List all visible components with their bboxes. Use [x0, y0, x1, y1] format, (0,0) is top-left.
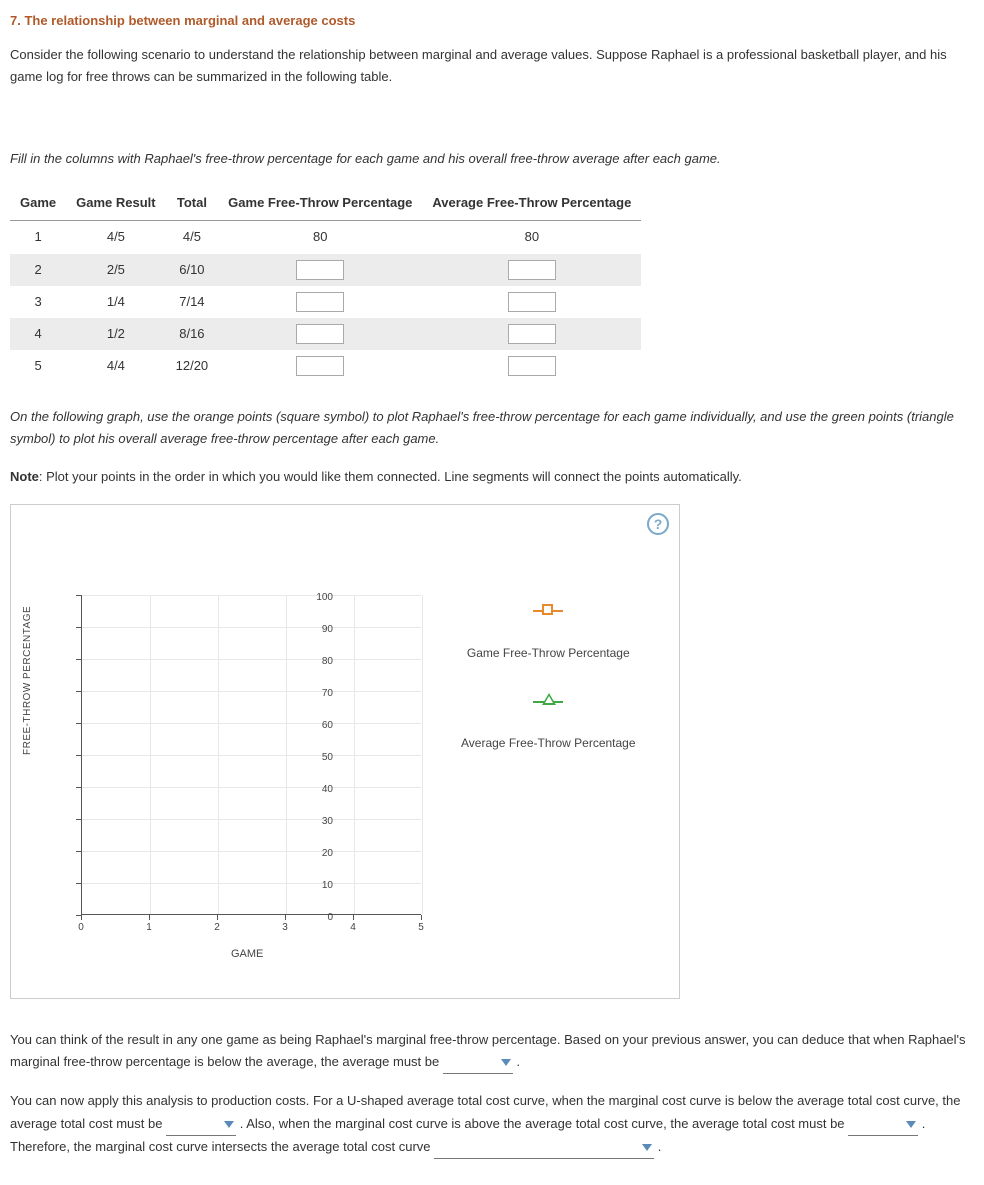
- table-cell: 1/4: [66, 286, 165, 318]
- x-axis-label: GAME: [231, 945, 263, 964]
- question-para-1: You can think of the result in any one g…: [10, 1029, 974, 1074]
- table-instruction: Fill in the columns with Raphael's free-…: [10, 148, 974, 170]
- table-cell: 4/5: [166, 221, 219, 254]
- y-tick-label: 40: [305, 781, 333, 798]
- graph-note: Note: Plot your points in the order in w…: [10, 466, 974, 488]
- chevron-down-icon: [906, 1121, 916, 1128]
- table-cell: [218, 350, 422, 382]
- table-cell: 80: [422, 221, 641, 254]
- table-cell: 4/5: [66, 221, 165, 254]
- table-cell: [422, 350, 641, 382]
- plot-area[interactable]: [81, 595, 421, 915]
- table-cell: [422, 254, 641, 286]
- chevron-down-icon: [642, 1144, 652, 1151]
- y-tick-label: 20: [305, 845, 333, 862]
- y-tick-label: 0: [305, 909, 333, 926]
- square-marker-icon: [533, 610, 563, 612]
- table-cell: [218, 318, 422, 350]
- legend-label: Game Free-Throw Percentage: [461, 643, 636, 663]
- y-axis-label: FREE-THROW PERCENTAGE: [19, 606, 36, 755]
- table-cell: 5: [10, 350, 66, 382]
- table-cell: 3: [10, 286, 66, 318]
- dropdown-intersect[interactable]: [434, 1136, 654, 1159]
- table-cell: [422, 318, 641, 350]
- x-tick-label: 5: [411, 919, 431, 936]
- y-tick-label: 10: [305, 877, 333, 894]
- intro-text: Consider the following scenario to under…: [10, 44, 974, 88]
- table-cell: [422, 286, 641, 318]
- legend-item[interactable]: Game Free-Throw Percentage: [461, 600, 636, 663]
- y-tick-label: 80: [305, 653, 333, 670]
- freethrow-table: GameGame ResultTotalGame Free-Throw Perc…: [10, 186, 641, 382]
- q1-text-b: .: [513, 1054, 520, 1069]
- q2-text-d: .: [654, 1139, 661, 1154]
- x-tick-label: 2: [207, 919, 227, 936]
- x-tick-label: 4: [343, 919, 363, 936]
- x-tick-label: 0: [71, 919, 91, 936]
- table-cell: 6/10: [166, 254, 219, 286]
- table-header: Total: [166, 186, 219, 221]
- dropdown-avg-direction[interactable]: [443, 1051, 513, 1074]
- dropdown-atc-above[interactable]: [848, 1113, 918, 1136]
- table-cell: 2: [10, 254, 66, 286]
- help-icon[interactable]: ?: [647, 513, 669, 535]
- table-cell: 1/2: [66, 318, 165, 350]
- triangle-marker-icon: [533, 701, 563, 703]
- table-header: Game Free-Throw Percentage: [218, 186, 422, 221]
- question-para-2: You can now apply this analysis to produ…: [10, 1090, 974, 1158]
- graph-container[interactable]: ? FREE-THROW PERCENTAGE GAME Game Free-T…: [10, 504, 680, 999]
- note-text: : Plot your points in the order in which…: [39, 469, 742, 484]
- chevron-down-icon: [224, 1121, 234, 1128]
- y-tick-label: 60: [305, 717, 333, 734]
- page-title: 7. The relationship between marginal and…: [10, 10, 974, 32]
- table-cell: 80: [218, 221, 422, 254]
- table-cell: 12/20: [166, 350, 219, 382]
- table-header: Average Free-Throw Percentage: [422, 186, 641, 221]
- table-cell: 1: [10, 221, 66, 254]
- chevron-down-icon: [501, 1059, 511, 1066]
- avg-ft-input[interactable]: [508, 260, 556, 280]
- dropdown-atc-below[interactable]: [166, 1113, 236, 1136]
- y-tick-label: 50: [305, 749, 333, 766]
- game-ft-input[interactable]: [296, 356, 344, 376]
- note-label: Note: [10, 469, 39, 484]
- table-cell: 4: [10, 318, 66, 350]
- table-row: 41/28/16: [10, 318, 641, 350]
- table-row: 14/54/58080: [10, 221, 641, 254]
- x-tick-label: 3: [275, 919, 295, 936]
- x-tick-label: 1: [139, 919, 159, 936]
- table-row: 54/412/20: [10, 350, 641, 382]
- table-header: Game: [10, 186, 66, 221]
- table-cell: [218, 254, 422, 286]
- legend-item[interactable]: Average Free-Throw Percentage: [461, 691, 636, 754]
- graph-legend: Game Free-Throw Percentage Average Free-T…: [461, 600, 636, 782]
- table-row: 31/47/14: [10, 286, 641, 318]
- y-tick-label: 70: [305, 685, 333, 702]
- table-header: Game Result: [66, 186, 165, 221]
- graph-instruction: On the following graph, use the orange p…: [10, 406, 974, 450]
- avg-ft-input[interactable]: [508, 292, 556, 312]
- table-row: 22/56/10: [10, 254, 641, 286]
- y-tick-label: 90: [305, 621, 333, 638]
- table-cell: 7/14: [166, 286, 219, 318]
- table-cell: 4/4: [66, 350, 165, 382]
- table-cell: 2/5: [66, 254, 165, 286]
- avg-ft-input[interactable]: [508, 324, 556, 344]
- table-cell: [218, 286, 422, 318]
- q2-text-b: . Also, when the marginal cost curve is …: [236, 1116, 848, 1131]
- y-tick-label: 100: [305, 589, 333, 606]
- avg-ft-input[interactable]: [508, 356, 556, 376]
- legend-label: Average Free-Throw Percentage: [461, 733, 636, 753]
- game-ft-input[interactable]: [296, 324, 344, 344]
- game-ft-input[interactable]: [296, 292, 344, 312]
- game-ft-input[interactable]: [296, 260, 344, 280]
- table-cell: 8/16: [166, 318, 219, 350]
- y-tick-label: 30: [305, 813, 333, 830]
